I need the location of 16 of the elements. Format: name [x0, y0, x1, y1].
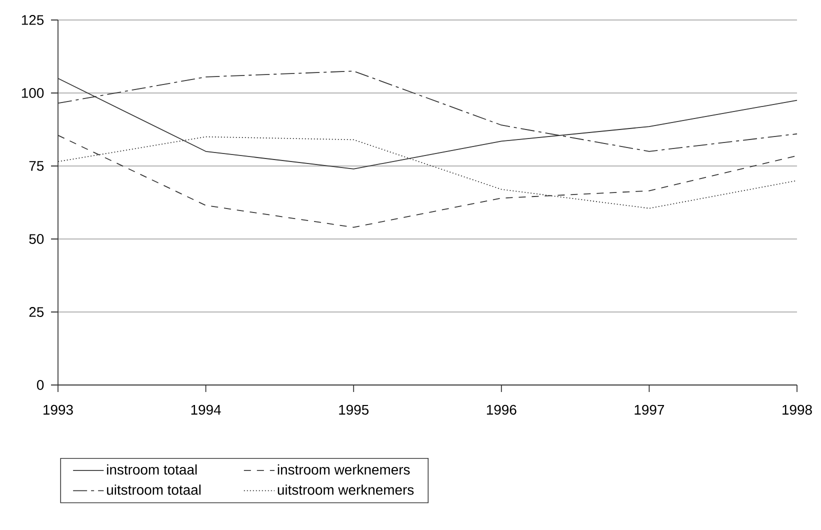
legend-label: uitstroom totaal [107, 484, 201, 495]
x-tick-label: 1997 [634, 404, 664, 415]
legend-label: instroom werknemers [278, 464, 410, 475]
y-tick-label: 50 [29, 234, 44, 244]
y-tick-label: 25 [29, 307, 44, 317]
legend-label: uitstroom werknemers [278, 484, 414, 495]
y-tick-label: 100 [22, 88, 44, 98]
x-tick-label: 1996 [486, 404, 516, 415]
legend-label: instroom totaal [107, 464, 197, 475]
x-tick-label: 1993 [44, 404, 73, 415]
y-tick-label: 125 [22, 15, 44, 25]
x-tick-label: 1995 [339, 404, 369, 415]
x-tick-label: 1994 [191, 404, 221, 415]
y-tick-label: 75 [29, 161, 44, 171]
x-tick-label: 1998 [782, 404, 812, 415]
y-tick-label: 0 [36, 380, 44, 390]
